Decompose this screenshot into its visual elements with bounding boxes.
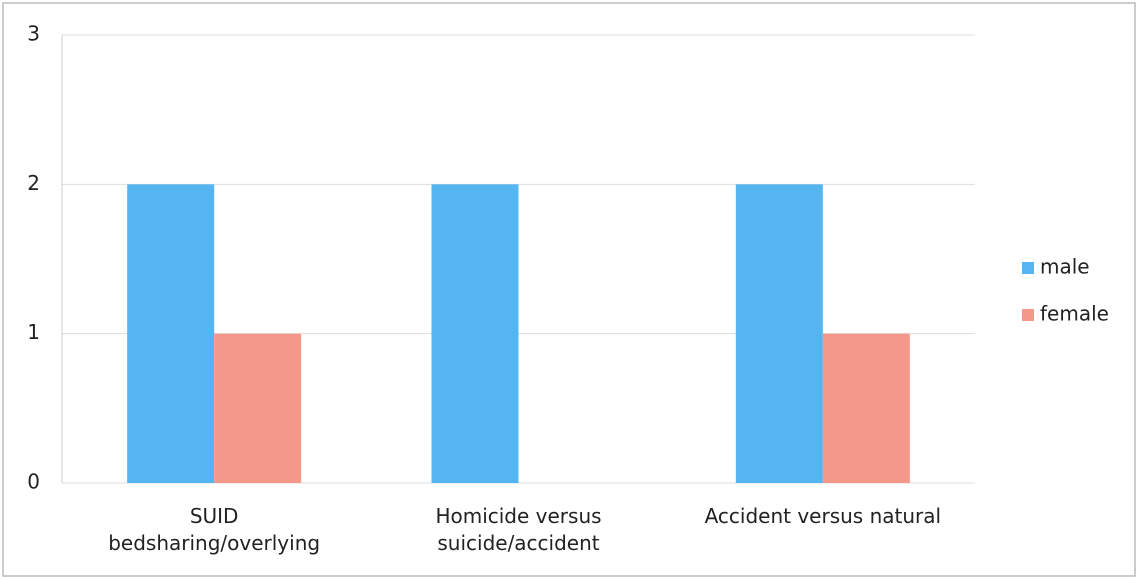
bar [431,184,519,484]
y-tick-label: 3 [27,22,40,46]
y-tick-label: 2 [27,171,40,195]
y-tick-label: 0 [27,470,40,494]
bar [735,184,823,484]
legend-label: male [1040,255,1090,279]
x-tick-label: SUID bedsharing/overlying [108,504,321,555]
bar [822,333,910,483]
legend-label: female [1040,302,1109,326]
y-tick-label: 1 [27,320,40,344]
bar [214,333,302,483]
legend-swatch [1022,262,1034,274]
x-tick-label: Homicide versus suicide/accident [435,504,602,555]
x-tick-label: Accident versus natural [704,504,942,528]
legend-swatch [1022,309,1034,321]
bar [127,184,215,484]
